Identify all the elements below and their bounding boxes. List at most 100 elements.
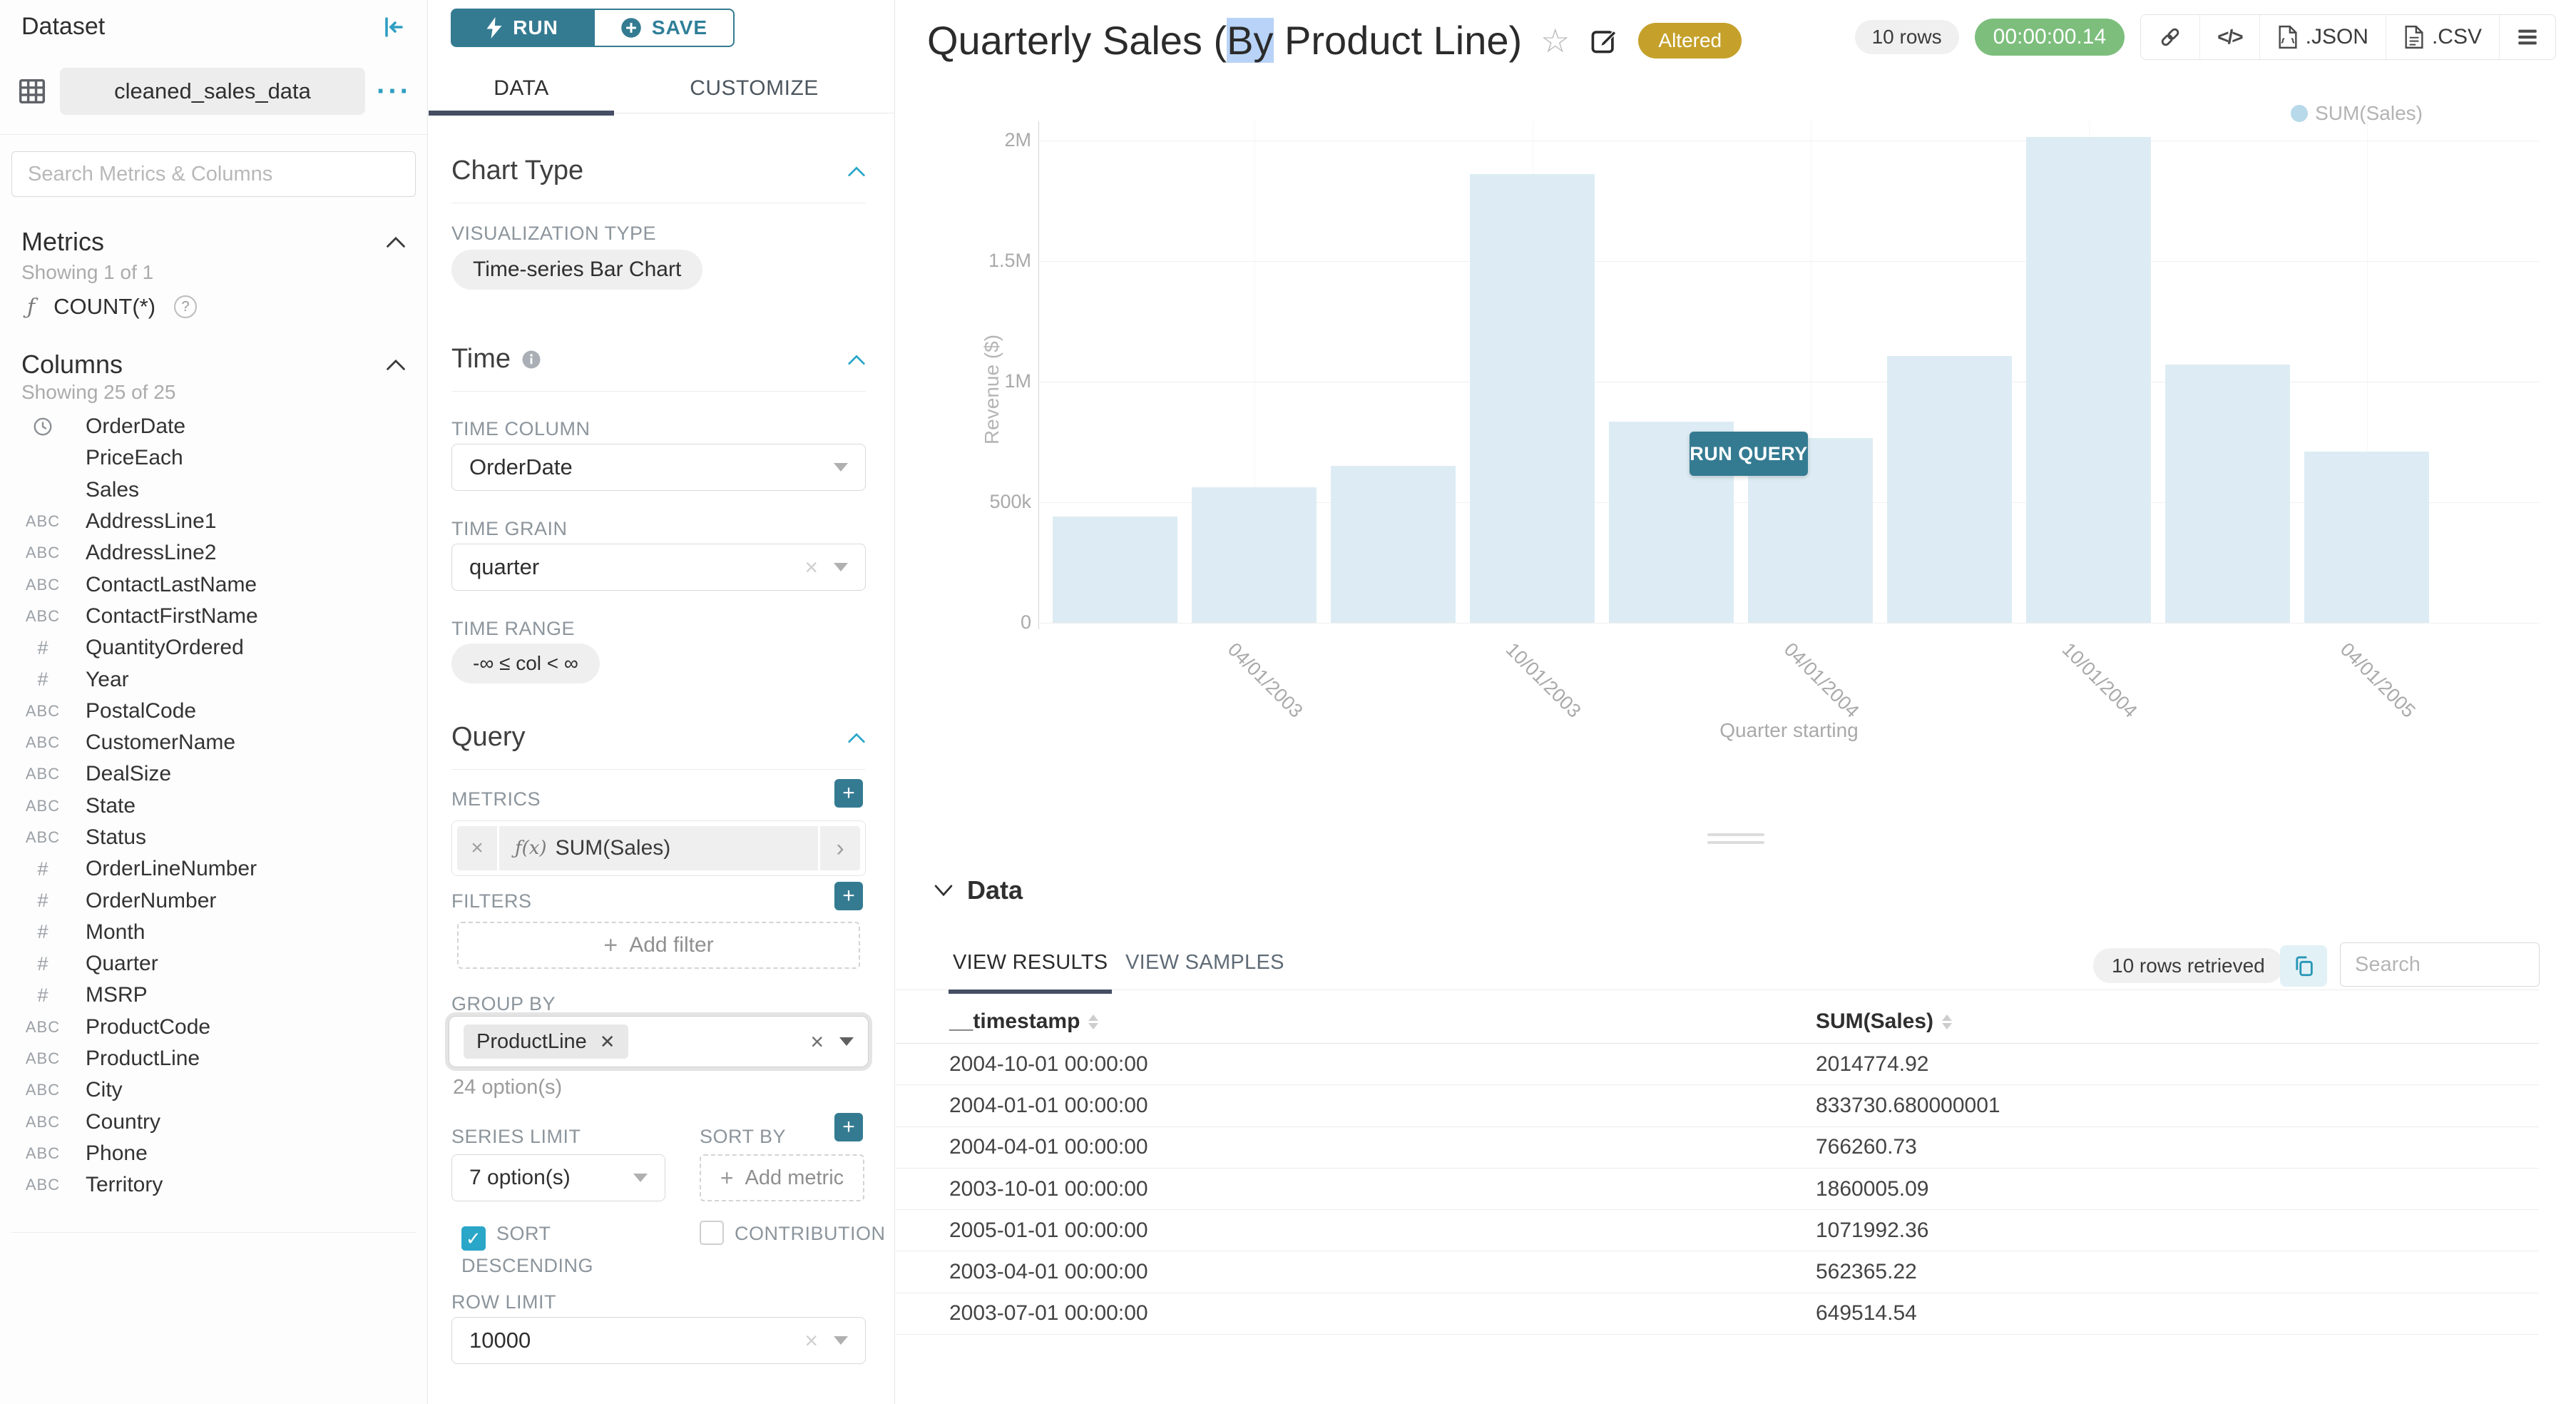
- bar[interactable]: [1470, 174, 1595, 623]
- time-column-select[interactable]: OrderDate: [451, 444, 866, 491]
- column-item[interactable]: ABC ProductCode: [0, 1012, 420, 1043]
- table-row: 2005-01-01 00:00:00 1071992.36: [896, 1210, 2539, 1252]
- tab-customize[interactable]: CUSTOMIZE: [690, 76, 819, 100]
- add-filter-button[interactable]: +: [834, 882, 863, 910]
- export-csv-button[interactable]: .CSV: [2386, 15, 2500, 59]
- run-button[interactable]: RUN: [451, 9, 593, 47]
- help-icon[interactable]: ?: [174, 295, 198, 318]
- chevron-up-icon[interactable]: [386, 358, 406, 371]
- column-item[interactable]: ABC State: [0, 790, 420, 822]
- bar[interactable]: [1053, 517, 1177, 623]
- panel-resize-handle[interactable]: [1707, 833, 1764, 849]
- menu-icon[interactable]: [2500, 15, 2555, 59]
- checkbox-checked-icon[interactable]: ✓: [461, 1226, 486, 1251]
- add-metric-button[interactable]: +: [834, 779, 863, 808]
- column-item[interactable]: ABC ProductLine: [0, 1043, 420, 1074]
- column-item[interactable]: ABC Status: [0, 822, 420, 853]
- column-item[interactable]: OrderDate: [0, 411, 420, 442]
- bar[interactable]: [2304, 452, 2429, 623]
- bar[interactable]: [1192, 487, 1317, 623]
- tab-data[interactable]: DATA: [429, 64, 614, 116]
- chevron-up-icon[interactable]: [847, 166, 866, 177]
- row-count-badge: 10 rows: [1854, 20, 1959, 54]
- collapse-panel-icon[interactable]: [380, 14, 406, 40]
- column-item[interactable]: # OrderNumber: [0, 885, 420, 916]
- expand-metric-icon[interactable]: ›: [820, 826, 860, 870]
- series-limit-select[interactable]: 7 option(s): [451, 1154, 665, 1201]
- tab-view-samples[interactable]: VIEW SAMPLES: [1125, 951, 1284, 974]
- column-item[interactable]: ABC Country: [0, 1107, 420, 1138]
- column-item[interactable]: ABC Phone: [0, 1138, 420, 1169]
- contribution-checkbox[interactable]: CONTRIBUTION: [700, 1219, 899, 1248]
- copy-data-button[interactable]: [2280, 945, 2327, 987]
- add-sort-metric-button[interactable]: +: [834, 1113, 863, 1141]
- time-range-value[interactable]: -∞ ≤ col < ∞: [451, 644, 600, 683]
- clear-icon[interactable]: ×: [804, 554, 818, 580]
- add-filter-dropzone[interactable]: + Add filter: [457, 922, 860, 969]
- export-json-button[interactable]: .JSON: [2260, 15, 2386, 59]
- column-item[interactable]: Sales: [0, 474, 420, 506]
- chevron-up-icon[interactable]: [847, 732, 866, 743]
- sort-by-dropzone[interactable]: + Add metric: [700, 1154, 864, 1201]
- dataset-name[interactable]: cleaned_sales_data: [60, 68, 366, 115]
- column-item[interactable]: ABC DealSize: [0, 758, 420, 790]
- remove-metric-icon[interactable]: ×: [457, 826, 497, 870]
- collapse-data-chevron-icon[interactable]: [933, 883, 954, 897]
- group-by-tag[interactable]: ProductLine ✕: [464, 1024, 628, 1059]
- column-item[interactable]: ABC CustomerName: [0, 727, 420, 758]
- sort-icon[interactable]: [1088, 1014, 1099, 1029]
- sort-descending-checkbox[interactable]: ✓ SORT DESCENDING: [461, 1223, 594, 1276]
- column-item[interactable]: # MSRP: [0, 980, 420, 1011]
- bar[interactable]: [2026, 137, 2151, 623]
- embed-code-button[interactable]: </>: [2200, 15, 2260, 59]
- metric-chip[interactable]: × ƒ(x) SUM(Sales) ›: [451, 820, 866, 876]
- column-item[interactable]: # Quarter: [0, 948, 420, 980]
- dataset-sidebar: Dataset cleaned_sales_data ··· Metrics S…: [0, 0, 428, 1404]
- altered-badge[interactable]: Altered: [1638, 22, 1742, 58]
- run-query-button[interactable]: RUN QUERY: [1690, 432, 1808, 476]
- column-item[interactable]: ABC ContactLastName: [0, 569, 420, 600]
- bar[interactable]: [1331, 466, 1456, 623]
- metrics-section-header: Metrics: [21, 227, 104, 256]
- column-item[interactable]: # Month: [0, 917, 420, 948]
- chevron-up-icon[interactable]: [847, 354, 866, 365]
- column-header-timestamp[interactable]: __timestamp: [949, 1009, 1099, 1034]
- column-item[interactable]: ABC Territory: [0, 1169, 420, 1201]
- visualization-type-value[interactable]: Time-series Bar Chart: [451, 250, 703, 290]
- search-metrics-columns-input[interactable]: [11, 151, 416, 197]
- metric-item[interactable]: ƒ COUNT(*) ?: [27, 294, 198, 320]
- clear-icon[interactable]: ×: [810, 1028, 824, 1054]
- table-search-input[interactable]: [2340, 942, 2540, 987]
- column-item[interactable]: # QuantityOrdered: [0, 632, 420, 663]
- tab-view-results[interactable]: VIEW RESULTS: [948, 951, 1113, 994]
- column-item[interactable]: ABC AddressLine2: [0, 537, 420, 569]
- checkbox-unchecked-icon[interactable]: [700, 1221, 724, 1245]
- text-type-icon: ABC: [25, 1017, 61, 1036]
- column-item[interactable]: ABC ContactFirstName: [0, 601, 420, 632]
- column-item[interactable]: # Year: [0, 663, 420, 695]
- clear-icon[interactable]: ×: [804, 1327, 818, 1353]
- legend[interactable]: SUM(Sales): [2291, 102, 2423, 125]
- bar[interactable]: [1887, 355, 2012, 623]
- column-item[interactable]: # OrderLineNumber: [0, 853, 420, 885]
- column-item[interactable]: ABC City: [0, 1074, 420, 1106]
- remove-tag-icon[interactable]: ✕: [599, 1030, 615, 1052]
- column-item[interactable]: PriceEach: [0, 442, 420, 474]
- favorite-star-icon[interactable]: ☆: [1540, 21, 1570, 60]
- page-title[interactable]: Quarterly Sales (By Product Line): [927, 18, 1523, 63]
- edit-title-icon[interactable]: [1588, 25, 1620, 56]
- numeric-type-icon: #: [37, 952, 48, 975]
- save-button[interactable]: SAVE: [593, 9, 735, 47]
- column-item[interactable]: ABC PostalCode: [0, 696, 420, 727]
- sort-icon[interactable]: [1942, 1014, 1953, 1029]
- group-by-select[interactable]: ProductLine ✕ ×: [449, 1016, 869, 1067]
- time-grain-select[interactable]: quarter ×: [451, 544, 866, 591]
- row-limit-select[interactable]: 10000 ×: [451, 1317, 866, 1364]
- column-item[interactable]: ABC AddressLine1: [0, 506, 420, 537]
- dataset-more-menu[interactable]: ···: [377, 76, 412, 107]
- chevron-up-icon[interactable]: [386, 235, 406, 248]
- copy-link-button[interactable]: [2141, 15, 2201, 59]
- numeric-type-icon: #: [37, 668, 48, 691]
- column-header-sum-sales[interactable]: SUM(Sales): [1816, 1009, 1953, 1034]
- bar[interactable]: [2165, 364, 2290, 623]
